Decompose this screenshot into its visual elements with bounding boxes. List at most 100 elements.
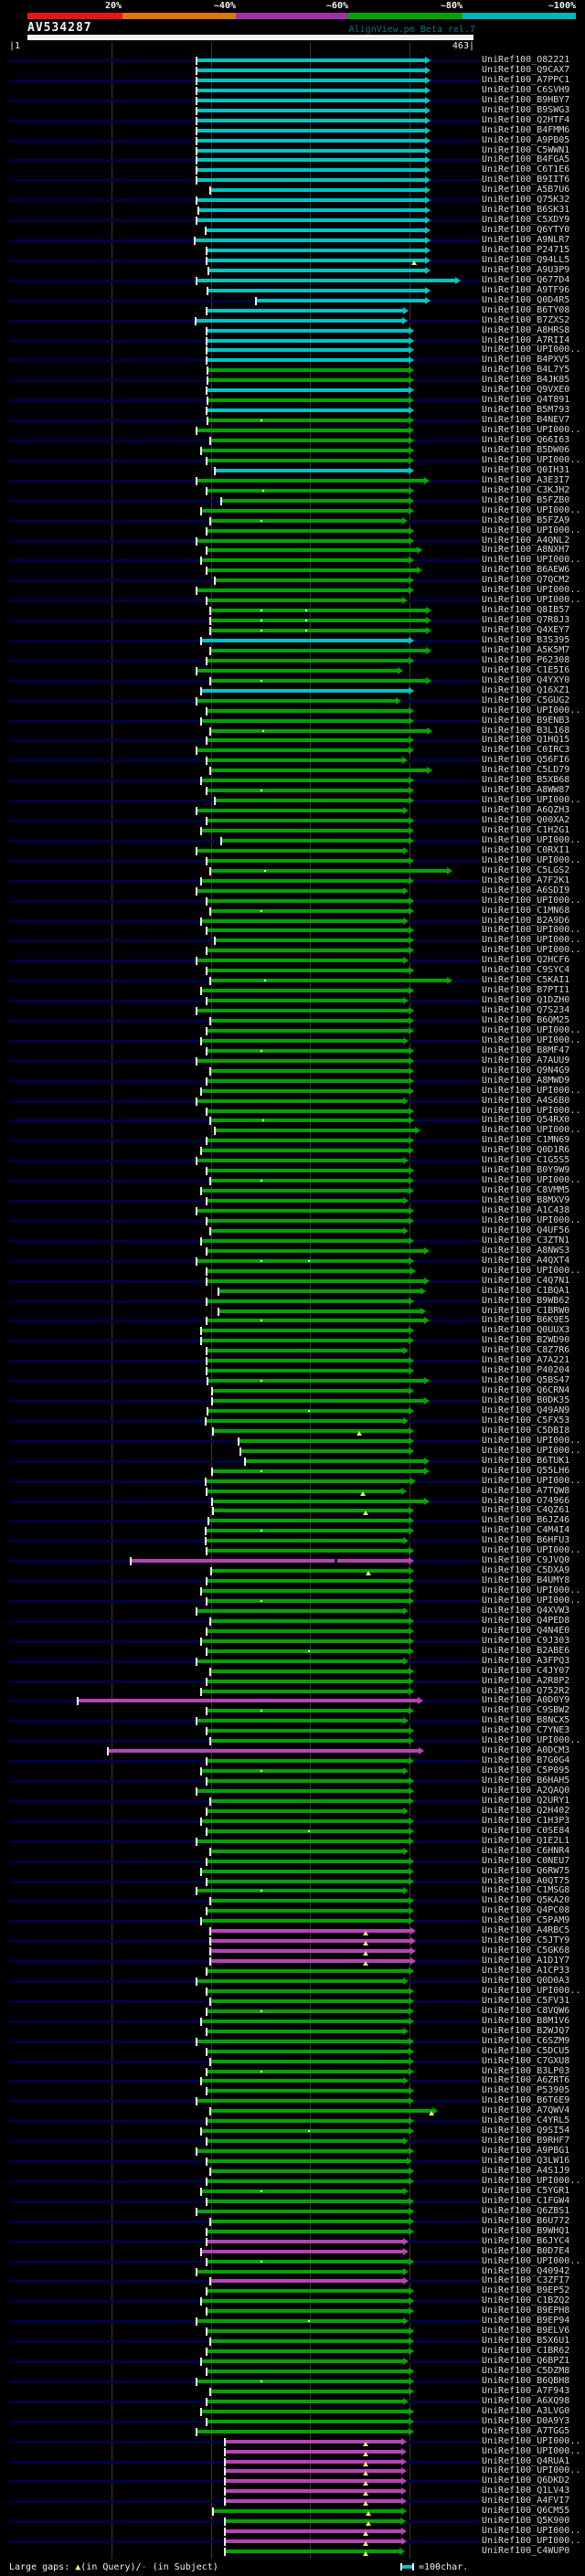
hit-bar[interactable] [201,879,409,883]
hit-bar[interactable] [197,429,409,432]
hit-bar[interactable] [210,2220,409,2223]
hit-bar[interactable] [207,1279,424,1283]
hit-accession-label[interactable]: UniRef100_UPI000.. [482,1436,581,1446]
hit-accession-label[interactable]: UniRef100_Q7S234 [482,1005,570,1015]
hit-bar[interactable] [207,1579,409,1583]
hit-accession-label[interactable]: UniRef100_B4PXV5 [482,355,570,365]
hit-accession-label[interactable]: UniRef100_C8Z7R6 [482,1345,570,1355]
hit-accession-label[interactable]: UniRef100_B8NCX5 [482,1715,570,1725]
hit-accession-label[interactable]: UniRef100_B5X6U1 [482,2336,570,2346]
hit-bar[interactable] [210,1670,409,1673]
hit-bar[interactable] [197,158,425,162]
hit-bar[interactable] [210,869,447,873]
hit-bar[interactable] [201,558,409,562]
hit-bar[interactable] [197,1159,403,1162]
hit-accession-label[interactable]: UniRef100_B6AEW6 [482,565,570,575]
hit-bar[interactable] [210,188,425,192]
hit-accession-label[interactable]: UniRef100_A8NWS3 [482,1246,570,1256]
hit-bar[interactable] [207,1989,409,1993]
hit-accession-label[interactable]: UniRef100_B4L7Y5 [482,365,570,375]
hit-accession-label[interactable]: UniRef100_UPI000.. [482,2446,581,2456]
hit-bar[interactable] [212,1469,424,1473]
hit-accession-label[interactable]: UniRef100_B9HBY7 [482,95,570,105]
hit-bar[interactable] [207,949,409,952]
hit-accession-label[interactable]: UniRef100_B8MF47 [482,1045,570,1055]
hit-bar[interactable] [212,1389,409,1393]
hit-accession-label[interactable]: UniRef100_A0DCM3 [482,1745,570,1755]
hit-accession-label[interactable]: UniRef100_UPI000.. [482,455,581,465]
hit-accession-label[interactable]: UniRef100_Q2URY1 [482,1796,570,1806]
hit-bar[interactable] [207,2050,409,2053]
hit-accession-label[interactable]: UniRef100_UPI000.. [482,1585,581,1595]
hit-bar[interactable] [207,2030,403,2033]
hit-accession-label[interactable]: UniRef100_UPI000.. [482,345,581,355]
hit-accession-label[interactable]: UniRef100_UPI000.. [482,2256,581,2266]
hit-bar[interactable] [207,309,403,313]
hit-bar[interactable] [210,1850,403,1853]
hit-accession-label[interactable]: UniRef100_C1G5S5 [482,1155,570,1165]
hit-bar[interactable] [207,249,425,252]
hit-accession-label[interactable]: UniRef100_Q75K32 [482,195,570,205]
hit-accession-label[interactable]: UniRef100_A8HRS8 [482,325,570,335]
hit-bar[interactable] [207,529,409,533]
hit-bar[interactable] [207,2260,409,2263]
hit-accession-label[interactable]: UniRef100_B0DK35 [482,1395,570,1405]
hit-accession-label[interactable]: UniRef100_Q0IH31 [482,465,570,475]
hit-bar[interactable] [195,239,425,242]
hit-bar[interactable] [207,459,409,462]
hit-accession-label[interactable]: UniRef100_UPI000.. [482,896,581,906]
hit-accession-label[interactable]: UniRef100_Q94LL5 [482,255,570,265]
hit-bar[interactable] [197,79,425,82]
hit-bar[interactable] [207,2009,409,2013]
hit-accession-label[interactable]: UniRef100_A7F2K1 [482,875,570,885]
hit-bar[interactable] [215,799,409,802]
hit-bar[interactable] [225,2529,401,2533]
hit-accession-label[interactable]: UniRef100_Q6CRN4 [482,1385,570,1395]
hit-accession-label[interactable]: UniRef100_A1D1Y7 [482,1956,570,1966]
hit-accession-label[interactable]: UniRef100_B6T6E9 [482,2095,570,2105]
hit-bar[interactable] [207,1649,409,1653]
hit-accession-label[interactable]: UniRef100_Q9CAX7 [482,65,570,75]
hit-accession-label[interactable]: UniRef100_UPI000.. [482,1106,581,1116]
hit-bar[interactable] [207,1079,409,1083]
hit-accession-label[interactable]: UniRef100_Q5KA20 [482,1895,570,1905]
hit-bar[interactable] [207,1729,409,1733]
hit-bar[interactable] [201,2359,403,2363]
hit-accession-label[interactable]: UniRef100_B4FGA5 [482,154,570,164]
hit-accession-label[interactable]: UniRef100_A9NLR7 [482,235,570,245]
hit-bar[interactable] [207,1249,424,1253]
hit-accession-label[interactable]: UniRef100_A0D0Y9 [482,1695,570,1705]
hit-accession-label[interactable]: UniRef100_UPI000.. [482,1735,581,1745]
hit-bar[interactable] [207,659,409,663]
hit-accession-label[interactable]: UniRef100_A2R8P2 [482,1676,570,1686]
hit-accession-label[interactable]: UniRef100_A1CP33 [482,1966,570,1976]
hit-bar[interactable] [215,1129,415,1132]
hit-accession-label[interactable]: UniRef100_C0NEU7 [482,1856,570,1866]
hit-accession-label[interactable]: UniRef100_C9JVQ0 [482,1555,570,1565]
hit-accession-label[interactable]: UniRef100_B9SWG3 [482,105,570,115]
hit-bar[interactable] [207,548,417,552]
hit-accession-label[interactable]: UniRef100_C6SZM9 [482,2036,570,2046]
hit-bar[interactable] [212,1399,424,1403]
hit-accession-label[interactable]: UniRef100_Q2HTF4 [482,115,570,125]
hit-bar[interactable] [215,469,409,472]
hit-accession-label[interactable]: UniRef100_C1H3P3 [482,1816,570,1826]
hit-bar[interactable] [210,1959,410,1963]
hit-bar[interactable] [197,168,425,172]
hit-accession-label[interactable]: UniRef100_C5DXA9 [482,1565,570,1575]
hit-bar[interactable] [210,2169,409,2173]
hit-bar[interactable] [201,1239,409,1243]
hit-bar[interactable] [207,329,409,333]
hit-bar[interactable] [210,1069,409,1073]
hit-bar[interactable] [207,859,409,863]
hit-accession-label[interactable]: UniRef100_A7A221 [482,1355,570,1365]
hit-accession-label[interactable]: UniRef100_B9ELV6 [482,2326,570,2336]
hit-bar[interactable] [197,149,425,153]
hit-accession-label[interactable]: UniRef100_C5KAI1 [482,975,570,985]
hit-bar[interactable] [210,679,426,683]
hit-accession-label[interactable]: UniRef100_C5GK68 [482,1945,570,1956]
hit-bar[interactable] [210,649,426,652]
hit-bar[interactable] [212,1500,424,1503]
hit-bar[interactable] [201,509,409,513]
hit-accession-label[interactable]: UniRef100_UPI000.. [482,505,581,515]
